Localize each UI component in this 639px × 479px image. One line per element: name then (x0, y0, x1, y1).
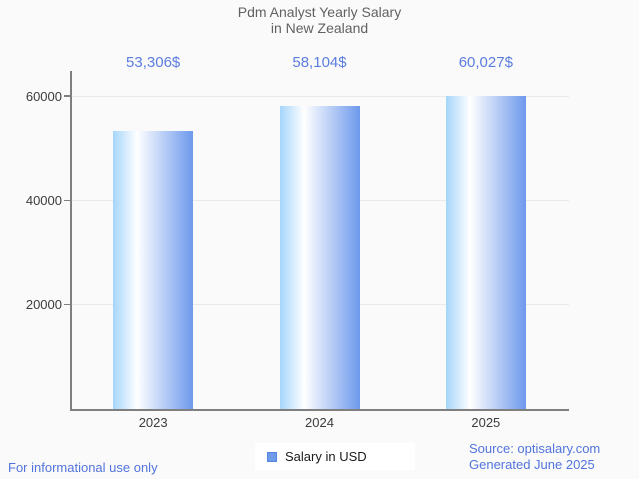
y-axis-tick-label: 40000 (25, 192, 62, 208)
bar-value-label: 53,306$ (126, 54, 181, 71)
y-axis-tick (64, 95, 70, 97)
attribution-block: Source: optisalary.com Generated June 20… (469, 441, 600, 473)
bar-2023[interactable] (113, 130, 194, 409)
y-axis-tick (64, 199, 70, 202)
legend: Salary in USD (255, 443, 415, 470)
bar-2025[interactable] (445, 95, 526, 409)
x-axis-line (70, 409, 569, 411)
legend-square-icon (267, 451, 277, 462)
source-link[interactable]: Source: optisalary.com (469, 441, 601, 456)
y-axis-tick (64, 303, 70, 306)
y-axis-tick-label: 60000 (25, 88, 62, 104)
x-axis-label: 2025 (471, 415, 501, 430)
y-axis-line (70, 71, 72, 411)
disclaimer-text: For informational use only (8, 460, 158, 475)
chart-title: Pdm Analyst Yearly Salary in New Zealand (0, 4, 639, 36)
chart-title-line-1: Pdm Analyst Yearly Salary (237, 4, 402, 20)
generated-date-text: Generated June 2025 (469, 457, 595, 472)
y-axis-tick-label: 20000 (25, 297, 62, 313)
bar-2024[interactable] (279, 105, 360, 409)
gridline (71, 95, 569, 97)
x-axis-label: 2024 (305, 415, 334, 430)
legend-label: Salary in USD (285, 449, 367, 464)
bar-value-label: 60,027$ (458, 54, 513, 71)
x-axis-label: 2023 (138, 415, 168, 430)
bar-value-label: 58,104$ (292, 54, 347, 71)
chart-title-line-2: in New Zealand (270, 20, 369, 36)
